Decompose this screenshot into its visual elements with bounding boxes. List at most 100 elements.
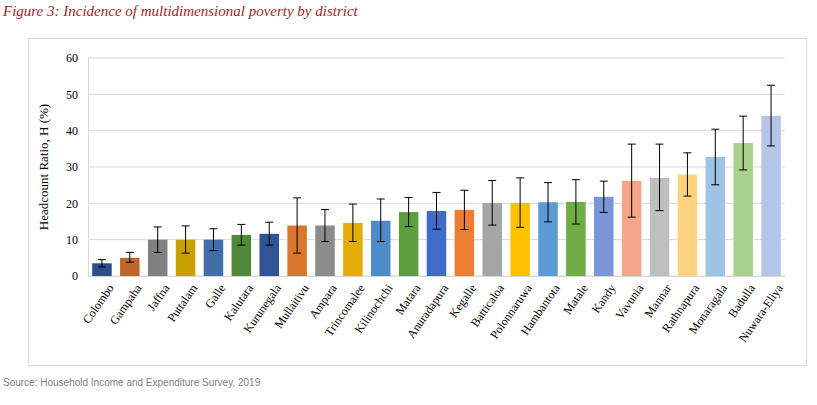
- error-bar-cap-lower: [182, 253, 190, 254]
- error-bar-cap-lower: [377, 241, 385, 242]
- error-bar: [544, 183, 552, 222]
- error-bar-cap-lower: [460, 229, 468, 230]
- x-tick-label: Nuwara-Eliya: [736, 281, 786, 345]
- error-bar-cap-upper: [293, 197, 301, 198]
- error-bar-stem: [548, 183, 549, 222]
- x-tick: Vavunia: [612, 276, 646, 322]
- error-bar: [767, 85, 775, 146]
- grid-line: [88, 94, 785, 95]
- error-bar-stem: [241, 224, 242, 245]
- error-bar-stem: [520, 178, 521, 227]
- error-bar-cap-lower: [154, 252, 162, 253]
- error-bar-stem: [352, 204, 353, 241]
- x-tick: Jaffna: [144, 276, 173, 313]
- error-bar-cap-lower: [321, 241, 329, 242]
- grid-line: [88, 58, 785, 59]
- x-tick-label: Galle: [202, 282, 228, 311]
- error-bar-cap-upper: [488, 180, 496, 181]
- error-bar-cap-lower: [98, 266, 106, 267]
- marks: [92, 85, 781, 276]
- error-bar: [321, 210, 329, 242]
- grid-line: [88, 167, 785, 168]
- error-bar-stem: [715, 129, 716, 185]
- error-bar-cap-lower: [349, 241, 357, 242]
- error-bar-stem: [129, 252, 130, 262]
- x-tick-label: Jaffna: [144, 281, 173, 313]
- x-tick-label: Vavunia: [612, 281, 646, 322]
- error-bar-stem: [380, 199, 381, 242]
- x-tick: Kilinochchi: [352, 276, 396, 336]
- error-bar: [711, 129, 719, 185]
- x-tick: Gampaha: [107, 276, 145, 327]
- y-tick: 50: [66, 88, 88, 102]
- y-axis: 0102030405060: [66, 51, 89, 283]
- x-tick: Anuradapura: [404, 276, 452, 341]
- error-bar-stem: [436, 192, 437, 229]
- y-tick-label: 30: [66, 160, 78, 174]
- x-axis-line: [89, 276, 786, 277]
- error-bar-stem: [771, 85, 772, 146]
- chart: Figure 3: Incidence of multidimensional …: [0, 0, 817, 405]
- error-bar-cap-lower: [209, 250, 217, 251]
- error-bar-cap-upper: [237, 224, 245, 225]
- error-bar: [488, 180, 496, 225]
- error-bar-stem: [213, 229, 214, 251]
- error-bar-stem: [408, 198, 409, 227]
- error-bar-stem: [603, 181, 604, 212]
- error-bar-cap-upper: [98, 259, 106, 260]
- error-bar-stem: [687, 153, 688, 196]
- error-bar-cap-upper: [516, 177, 524, 178]
- error-bar-stem: [157, 227, 158, 252]
- error-bar-cap-upper: [711, 129, 719, 130]
- y-axis-title: Headcount Ratio, H (%): [36, 104, 51, 230]
- x-axis: ColomboGampahaJaffnaPuttalamGalleKalutar…: [80, 276, 787, 345]
- grid-line: [88, 130, 785, 131]
- error-bar-stem: [101, 260, 102, 267]
- x-tick: Nuwara-Eliya: [736, 276, 786, 345]
- error-bar-cap-upper: [433, 192, 441, 193]
- error-bar-stem: [631, 144, 632, 217]
- x-tick-label: Hambantota: [518, 281, 563, 338]
- error-bar: [293, 198, 301, 253]
- x-tick-label: Mullaitivu: [271, 282, 312, 332]
- error-bar: [739, 116, 747, 170]
- y-tick-label: 20: [66, 197, 78, 211]
- error-bar-cap-upper: [154, 226, 162, 227]
- error-bar: [683, 153, 691, 196]
- error-bar: [572, 180, 580, 224]
- error-bar-cap-upper: [600, 181, 608, 182]
- error-bar-cap-upper: [377, 198, 385, 199]
- y-tick: 60: [66, 51, 88, 65]
- error-bar-cap-lower: [683, 196, 691, 197]
- error-bar-cap-lower: [600, 212, 608, 213]
- error-bar: [433, 192, 441, 229]
- y-tick: 30: [66, 160, 88, 174]
- error-bar-cap-lower: [516, 227, 524, 228]
- error-bar-stem: [492, 180, 493, 225]
- error-bar-stem: [464, 190, 465, 229]
- error-bar-cap-upper: [349, 204, 357, 205]
- error-bar-cap-upper: [656, 144, 664, 145]
- error-bar-cap-upper: [126, 252, 134, 253]
- y-tick: 40: [66, 124, 88, 138]
- error-bar: [98, 260, 106, 267]
- error-bar-cap-upper: [544, 182, 552, 183]
- error-bar: [349, 204, 357, 241]
- y-tick-label: 50: [66, 88, 78, 102]
- error-bar-stem: [743, 116, 744, 170]
- error-bar-cap-lower: [126, 262, 134, 263]
- error-bar-cap-lower: [767, 145, 775, 146]
- error-bar: [600, 181, 608, 212]
- y-tick-label: 0: [72, 269, 78, 283]
- error-bar-cap-upper: [265, 222, 273, 223]
- error-bar: [377, 199, 385, 242]
- error-bar-cap-lower: [433, 229, 441, 230]
- error-bar: [237, 224, 245, 245]
- error-bar-stem: [297, 198, 298, 253]
- error-bar: [154, 227, 162, 252]
- error-bar-cap-lower: [572, 224, 580, 225]
- error-bar-stem: [185, 226, 186, 253]
- error-bar-cap-upper: [182, 225, 190, 226]
- error-bar-cap-lower: [711, 184, 719, 185]
- x-tick: Monaragala: [686, 276, 731, 337]
